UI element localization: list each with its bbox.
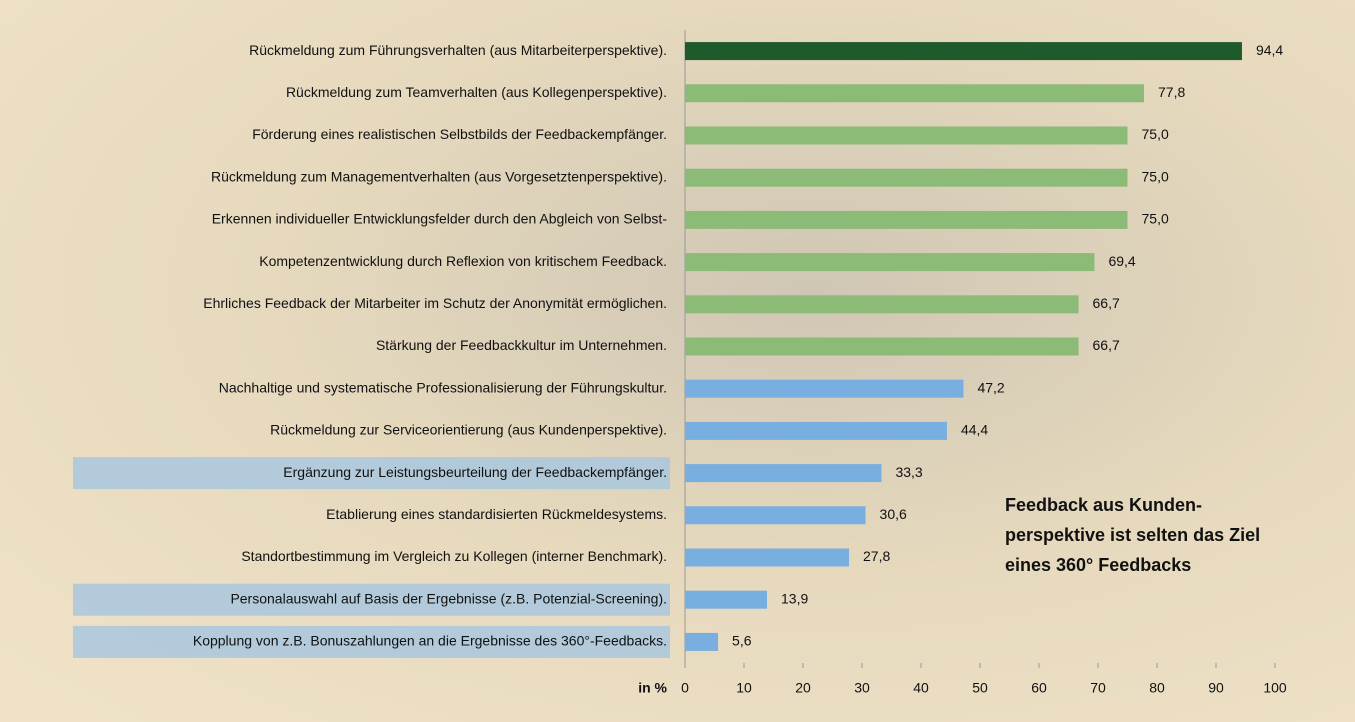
category-label: Nachhaltige und systematische Profession… xyxy=(219,379,667,395)
category-label: Rückmeldung zum Teamverhalten (aus Kolle… xyxy=(286,84,667,100)
value-label: 33,3 xyxy=(895,464,922,480)
x-tick-label: 20 xyxy=(795,680,811,696)
value-label: 13,9 xyxy=(781,590,808,606)
category-label: Personalauswahl auf Basis der Ergebnisse… xyxy=(230,590,667,606)
x-tick-label: 30 xyxy=(854,680,870,696)
value-label: 75,0 xyxy=(1142,211,1169,227)
category-label: Ehrliches Feedback der Mitarbeiter im Sc… xyxy=(203,295,667,311)
value-label: 27,8 xyxy=(863,548,890,564)
bar xyxy=(685,126,1128,145)
annotation: Feedback aus Kunden- xyxy=(1005,495,1202,515)
category-label: Rückmeldung zum Führungsverhalten (aus M… xyxy=(249,42,667,58)
value-label: 44,4 xyxy=(961,422,988,438)
bar xyxy=(685,253,1095,272)
value-label: 77,8 xyxy=(1158,84,1185,100)
x-tick-label: 80 xyxy=(1149,680,1165,696)
bar xyxy=(685,337,1079,356)
category-label: Etablierung eines standardisierten Rückm… xyxy=(326,506,667,522)
x-tick-label: 90 xyxy=(1208,680,1224,696)
category-label: Förderung eines realistischen Selbstbild… xyxy=(252,126,667,142)
bar xyxy=(685,421,947,440)
bar xyxy=(685,168,1128,187)
value-label: 75,0 xyxy=(1142,168,1169,184)
bar xyxy=(685,42,1242,61)
bar xyxy=(685,632,719,651)
bar xyxy=(685,379,964,398)
category-label: Rückmeldung zum Managementverhalten (aus… xyxy=(211,168,667,184)
annotation: eines 360° Feedbacks xyxy=(1005,555,1191,575)
label-highlight xyxy=(73,625,670,658)
category-label: Standortbestimmung im Vergleich zu Kolle… xyxy=(241,548,667,564)
bar xyxy=(685,590,768,609)
x-tick-label: 100 xyxy=(1263,680,1287,696)
category-label: Stärkung der Feedbackkultur im Unternehm… xyxy=(376,337,667,353)
value-label: 66,7 xyxy=(1093,295,1120,311)
value-label: 94,4 xyxy=(1256,42,1283,58)
category-label: Kompetenzentwicklung durch Reflexion von… xyxy=(259,253,667,269)
value-label: 75,0 xyxy=(1142,126,1169,142)
value-label: 69,4 xyxy=(1108,253,1135,269)
x-tick-label: 70 xyxy=(1090,680,1106,696)
value-label: 66,7 xyxy=(1093,337,1120,353)
value-label: 5,6 xyxy=(732,633,752,649)
x-tick-label: 0 xyxy=(681,680,689,696)
annotation: perspektive ist selten das Ziel xyxy=(1005,525,1260,545)
bar xyxy=(685,506,866,525)
bar xyxy=(685,84,1145,103)
category-label: Ergänzung zur Leistungsbeurteilung der F… xyxy=(283,464,667,480)
value-label: 47,2 xyxy=(977,379,1004,395)
category-label: Rückmeldung zur Serviceorientierung (aus… xyxy=(270,422,667,438)
bar xyxy=(685,464,882,483)
bar xyxy=(685,210,1128,229)
x-tick-label: 10 xyxy=(736,680,752,696)
label-highlight xyxy=(73,583,670,616)
x-tick-label: 40 xyxy=(913,680,929,696)
label-highlight xyxy=(73,457,670,490)
category-label: Erkennen individueller Entwicklungsfelde… xyxy=(212,211,668,227)
bar xyxy=(685,295,1079,314)
value-label: 30,6 xyxy=(880,506,907,522)
bar xyxy=(685,548,850,567)
x-axis-label: in % xyxy=(638,680,667,696)
x-tick-label: 50 xyxy=(972,680,988,696)
category-label: Kopplung von z.B. Bonuszahlungen an die … xyxy=(193,633,667,649)
x-tick-label: 60 xyxy=(1031,680,1047,696)
